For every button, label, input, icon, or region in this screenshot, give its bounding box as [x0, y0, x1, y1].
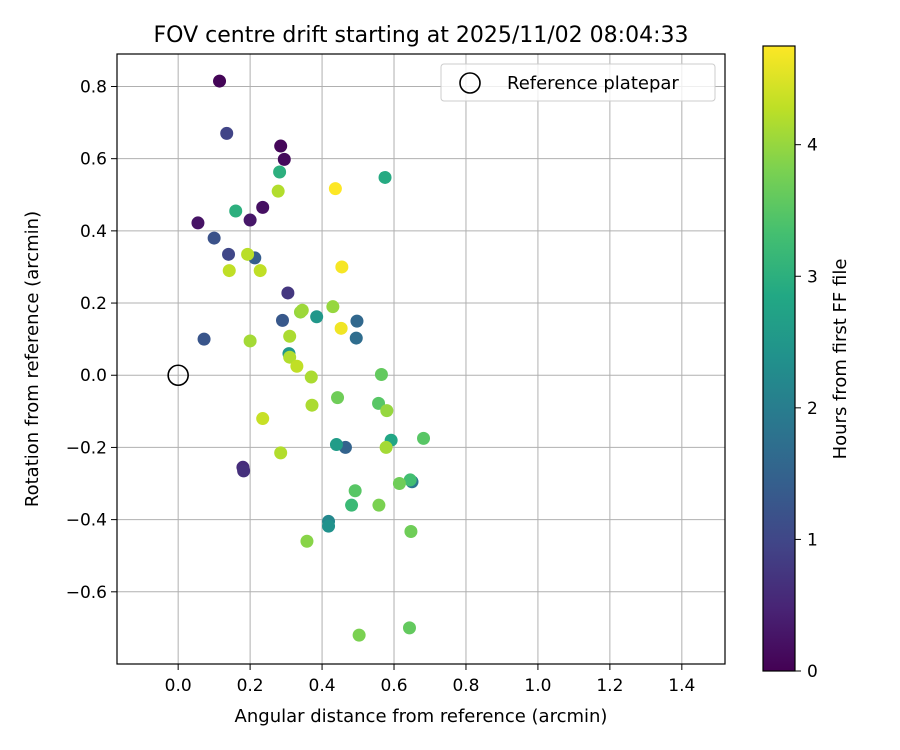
data-point: [281, 286, 295, 300]
data-point: [350, 314, 364, 328]
reference-point-marker: [167, 364, 189, 387]
data-point: [253, 264, 267, 278]
data-point: [222, 264, 236, 278]
data-point: [328, 182, 342, 196]
colorbar-tick-label: 0: [807, 662, 818, 682]
data-point: [274, 139, 288, 153]
data-point: [326, 300, 340, 314]
y-axis-ticks: −0.6 −0.4 −0.2 0.0 0.2 0.4 0.6 0.8: [66, 77, 117, 603]
data-point: [275, 313, 289, 327]
y-axis-label: Rotation from reference (arcmin): [22, 211, 43, 507]
data-point: [334, 321, 348, 335]
data-point: [243, 334, 257, 348]
legend-box: [440, 63, 716, 102]
x-axis-ticks: 0.0 0.2 0.4 0.6 0.8 1.0 1.2 1.4: [165, 664, 695, 696]
data-point: [374, 368, 388, 382]
x-tick-label: 1.0: [524, 676, 551, 696]
data-point: [220, 126, 234, 140]
data-point: [380, 404, 394, 418]
data-point: [404, 525, 418, 539]
y-tick-label: 0.0: [80, 366, 107, 386]
data-point: [274, 446, 288, 460]
data-point: [207, 231, 221, 245]
data-point: [300, 534, 314, 548]
data-point: [222, 247, 236, 261]
data-point: [283, 329, 297, 343]
data-point: [348, 484, 362, 498]
data-point: [335, 260, 349, 274]
data-point: [290, 359, 304, 373]
legend: Reference platepar: [440, 63, 716, 102]
data-point: [241, 247, 255, 261]
x-tick-label: 0.6: [380, 676, 407, 696]
data-point: [372, 498, 386, 512]
colorbar-ticks: 0 1 2 3 4: [795, 136, 818, 682]
colorbar-tick-label: 4: [807, 136, 818, 156]
data-point: [392, 477, 406, 491]
x-tick-label: 0.0: [165, 676, 192, 696]
y-tick-label: 0.6: [80, 150, 107, 170]
data-point: [277, 152, 291, 166]
data-point: [305, 398, 319, 412]
colorbar-tick-label: 1: [807, 530, 818, 550]
data-point: [273, 165, 287, 179]
data-point: [349, 331, 363, 345]
data-point: [295, 303, 309, 317]
y-tick-label: −0.2: [66, 438, 107, 458]
data-point: [322, 519, 336, 533]
x-axis-label: Angular distance from reference (arcmin): [235, 706, 608, 727]
plot-frame: [116, 53, 726, 665]
data-point: [403, 473, 417, 487]
data-point: [310, 310, 324, 324]
data-point: [379, 440, 393, 454]
legend-entry-label: Reference platepar: [507, 73, 679, 94]
grid-lines: [117, 54, 725, 664]
colorbar-tick-label: 3: [807, 267, 818, 287]
data-point: [256, 412, 270, 426]
data-point: [243, 213, 257, 227]
data-point: [345, 498, 359, 512]
y-tick-label: 0.8: [80, 77, 107, 97]
x-tick-label: 1.4: [668, 676, 695, 696]
data-point: [237, 464, 251, 478]
data-point: [352, 628, 366, 642]
x-tick-label: 0.4: [309, 676, 336, 696]
data-point: [271, 184, 285, 198]
data-point: [304, 370, 318, 384]
data-point: [229, 204, 243, 218]
data-points: [191, 74, 431, 642]
data-point: [331, 391, 345, 405]
data-point: [329, 438, 343, 452]
x-tick-label: 1.2: [596, 676, 623, 696]
legend-marker-icon: [459, 72, 481, 94]
data-point: [191, 216, 205, 230]
data-point: [283, 350, 297, 364]
y-tick-label: 0.2: [80, 294, 107, 314]
y-tick-label: −0.6: [66, 583, 107, 603]
chart-title: FOV centre drift starting at 2025/11/02 …: [154, 23, 689, 48]
x-tick-label: 0.2: [237, 676, 264, 696]
y-tick-label: 0.4: [80, 222, 107, 242]
colorbar-label: Hours from first FF file: [830, 259, 851, 460]
data-point: [417, 431, 431, 445]
x-tick-label: 0.8: [452, 676, 479, 696]
data-point: [256, 200, 270, 214]
data-point: [213, 74, 227, 88]
data-point: [402, 621, 416, 635]
colorbar-tick-label: 2: [807, 399, 818, 419]
data-point: [197, 332, 211, 346]
data-point: [378, 170, 392, 184]
colorbar: [762, 45, 796, 672]
y-tick-label: −0.4: [66, 511, 107, 531]
